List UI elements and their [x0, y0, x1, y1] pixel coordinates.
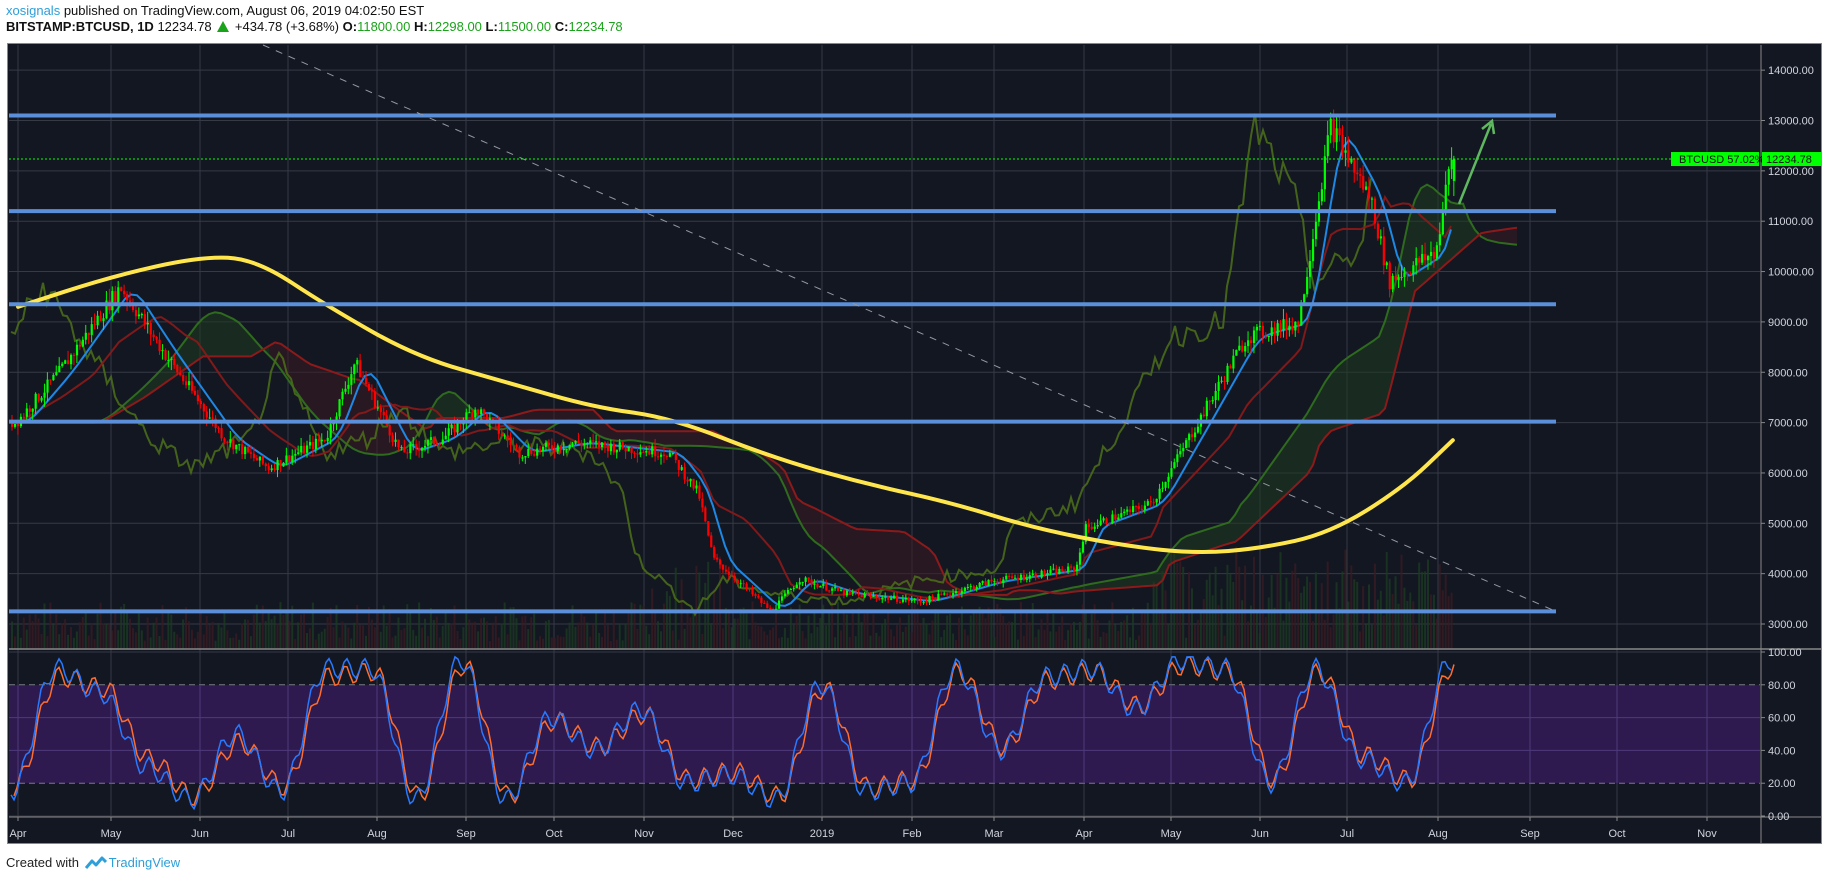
last-price: 12234.78 — [157, 19, 212, 34]
time-axis-label: Oct — [545, 828, 562, 840]
low-value: 11500.00 — [497, 19, 552, 34]
chart-canvas[interactable]: 14000.00 13000.00 12000.00 11000.00 10000.00… — [8, 44, 1823, 845]
price-axis-label: 5000.00 — [1768, 518, 1808, 530]
price-axis-label: 10000.00 — [1768, 267, 1814, 279]
time-axis-label: Jun — [1251, 828, 1269, 840]
stoch-axis-label: 60.00 — [1768, 713, 1796, 725]
open-label: O: — [342, 19, 358, 34]
axes[interactable]: 14000.00 13000.00 12000.00 11000.00 10000.00… — [9, 45, 1822, 844]
time-axis-label: Aug — [367, 828, 387, 840]
time-axis-label: Apr — [9, 828, 26, 840]
time-axis-label: Jul — [281, 828, 295, 840]
stoch-axis-label: 40.00 — [1768, 745, 1796, 757]
time-axis-label: Oct — [1608, 828, 1625, 840]
time-axis-label: May — [101, 828, 122, 840]
close-label: C: — [554, 19, 569, 34]
high-label: H: — [413, 19, 428, 34]
trendline[interactable] — [262, 44, 1557, 612]
price-axis-label: 4000.00 — [1768, 569, 1808, 581]
triangle-up-icon — [217, 21, 230, 32]
chart-container[interactable]: 14000.00 13000.00 12000.00 11000.00 10000.00… — [7, 43, 1822, 844]
price-axis-label: 3000.00 — [1768, 619, 1808, 631]
price-axis-label: 12000.00 — [1768, 166, 1814, 178]
arrow-up-annotation[interactable] — [1457, 118, 1496, 205]
price-axis-label: 13000.00 — [1768, 116, 1814, 128]
kijun-line — [11, 194, 1452, 600]
low-label: L: — [485, 19, 498, 34]
time-axis-label: Nov — [634, 828, 654, 840]
horizontal-levels[interactable] — [9, 113, 1556, 614]
chikou-span-line — [10, 113, 1372, 617]
footer: Created with TradingView — [6, 855, 180, 870]
time-axis-label: May — [1161, 828, 1182, 840]
symbol-legend: BITSTAMP:BTCUSD, 1D 12234.78 +434.78 (+3… — [6, 19, 623, 34]
symbol-label: BITSTAMP:BTCUSD, 1D — [6, 19, 154, 34]
stoch-axis-label: 100.00 — [1768, 647, 1802, 659]
price-tag-symbol: BTCUSD 57.02% — [1679, 154, 1765, 166]
tradingview-link[interactable]: TradingView — [108, 855, 181, 870]
high-value: 12298.00 — [427, 19, 482, 34]
stoch-axis-label: 0.00 — [1768, 811, 1789, 823]
stoch-axis-label: 80.00 — [1768, 680, 1796, 692]
price-tag-value: 12234.78 — [1766, 154, 1812, 166]
time-axis-label: Mar — [985, 828, 1004, 840]
close-value: 12234.78 — [568, 19, 623, 34]
time-axis-label: Feb — [903, 828, 922, 840]
price-axis-label: 6000.00 — [1768, 468, 1808, 480]
volume-bars — [11, 546, 1453, 649]
time-axis-label: Dec — [723, 828, 743, 840]
published-text: published on TradingView.com, August 06,… — [60, 3, 425, 18]
time-axis-label: Jun — [191, 828, 209, 840]
stoch-band — [9, 684, 1760, 784]
price-tags: BTCUSD 57.02% 12234.78 — [1671, 152, 1822, 167]
time-axis-label: Aug — [1428, 828, 1448, 840]
time-axis-label: Nov — [1697, 828, 1717, 840]
time-axis-label: 2019 — [810, 828, 834, 840]
price-axis-label: 9000.00 — [1768, 317, 1808, 329]
time-axis-label: Sep — [1520, 828, 1540, 840]
publish-info: xosignals published on TradingView.com, … — [6, 3, 424, 18]
time-axis-label: Apr — [1075, 828, 1092, 840]
price-axis-label: 7000.00 — [1768, 418, 1808, 430]
tradingview-logo-icon — [84, 856, 107, 869]
time-axis-label: Jul — [1340, 828, 1354, 840]
open-value: 11800.00 — [357, 19, 411, 34]
ichimoku-cloud — [11, 183, 1518, 601]
time-axis-label: Sep — [456, 828, 476, 840]
stoch-axis-label: 20.00 — [1768, 778, 1796, 790]
price-axis-label: 14000.00 — [1768, 65, 1814, 77]
author-link[interactable]: xosignals — [6, 3, 61, 18]
moving-average-line — [16, 255, 1455, 554]
price-axis-label: 8000.00 — [1768, 367, 1808, 379]
price-axis-label: 11000.00 — [1768, 216, 1813, 228]
stochastic-lines — [10, 655, 1455, 811]
created-with-text: Created with — [6, 855, 79, 870]
price-change: +434.78 (+3.68%) — [234, 19, 339, 34]
